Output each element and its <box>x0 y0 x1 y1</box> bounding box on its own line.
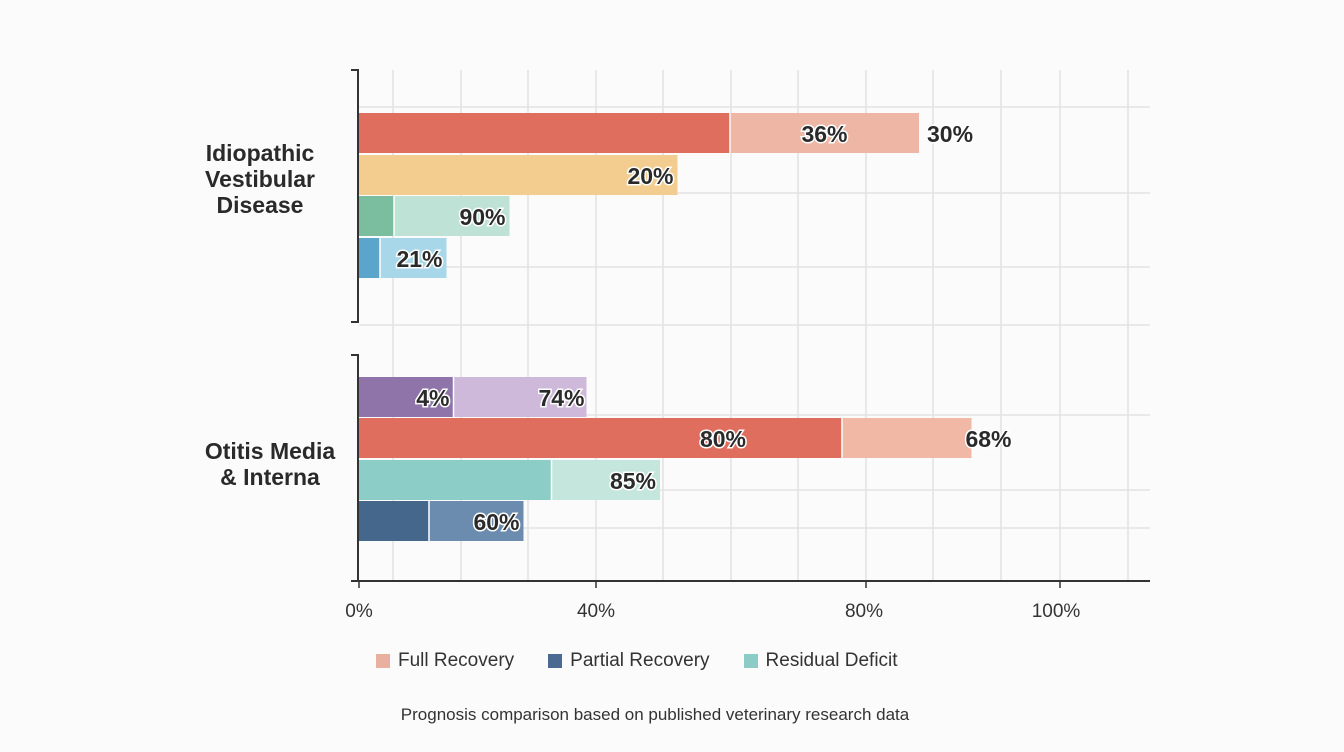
x-tick-label: 40% <box>577 601 615 622</box>
chart-caption: Prognosis comparison based on published … <box>400 705 910 724</box>
legend-item-partial-recovery: Partial Recovery <box>548 650 710 672</box>
x-tick-label: 80% <box>845 601 883 622</box>
legend-swatch <box>743 654 758 668</box>
category-label-idiopathic: Idiopathic Vestibular Disease <box>205 140 315 218</box>
bar-segment-secondary <box>842 418 972 458</box>
bar-value-label: 85% <box>610 468 656 494</box>
legend-swatch <box>548 654 563 668</box>
bar-segment-primary <box>359 501 429 541</box>
bar-value-label: 68% <box>965 426 1011 452</box>
y-axis-bracket-group-2 <box>351 354 359 580</box>
bar-segment-primary <box>359 196 394 236</box>
bar-segment-secondary <box>730 113 919 153</box>
bar-value-label: 74% <box>538 385 584 411</box>
x-tick-label: 100% <box>1032 601 1081 622</box>
category-label-otitis: Otitis Media & Interna <box>204 438 336 490</box>
legend-item-full-recovery: Full Recovery <box>376 650 514 672</box>
bar-segment-primary <box>359 418 842 458</box>
bar-segment-secondary <box>453 377 587 417</box>
legend-label: Partial Recovery <box>570 650 710 671</box>
bar-value-label: 36% <box>801 121 847 147</box>
legend-item-residual-deficit: Residual Deficit <box>743 650 898 672</box>
bar-value-label: 20% <box>627 163 673 189</box>
bar-segment-primary <box>359 377 454 417</box>
bar-segment-primary <box>359 238 380 278</box>
bar-value-label: 21% <box>396 246 442 272</box>
bar-value-label: 80% <box>700 426 746 452</box>
bar-segment-secondary <box>551 460 660 500</box>
bar-segment-secondary <box>394 196 510 236</box>
bar-value-label: 30% <box>927 121 973 147</box>
bar-segment-primary <box>359 460 552 500</box>
x-tick-label: 0% <box>345 601 373 622</box>
y-axis-bracket-group-1 <box>351 69 359 323</box>
legend-swatch <box>376 654 390 668</box>
bar-value-label: 4% <box>416 385 449 411</box>
legend-label: Full Recovery <box>398 650 515 671</box>
bar-segment-primary <box>359 155 678 195</box>
bar-value-label: 60% <box>473 509 519 535</box>
bar-segment-secondary <box>429 501 524 541</box>
bar-segment-secondary <box>380 238 447 278</box>
legend-label: Residual Deficit <box>765 650 898 671</box>
legend: Full Recovery Partial Recovery Residual … <box>376 650 932 672</box>
bar-value-label: 90% <box>459 204 505 230</box>
bar-segment-primary <box>359 113 730 153</box>
